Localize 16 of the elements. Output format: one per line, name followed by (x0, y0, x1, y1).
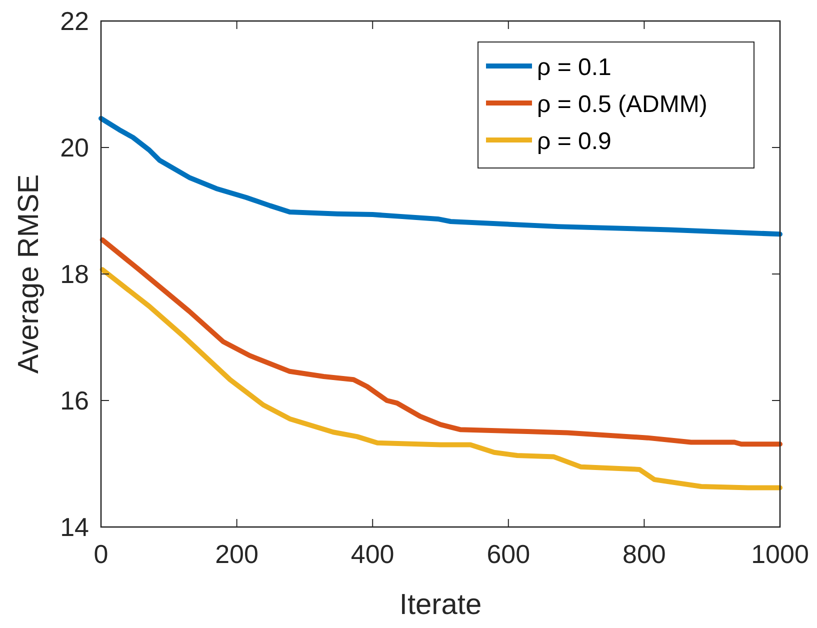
y-tick-label: 22 (60, 6, 89, 36)
legend-label: ρ = 0.5 (ADMM) (537, 91, 708, 118)
x-axis-title: Iterate (399, 589, 482, 621)
legend-label: ρ = 0.1 (537, 54, 612, 81)
x-tick-label: 200 (215, 539, 258, 569)
y-tick-label: 20 (60, 132, 89, 162)
y-tick-label: 14 (60, 512, 89, 542)
x-tick-label: 800 (622, 539, 666, 569)
y-tick-label: 16 (60, 386, 89, 416)
x-tick-label: 1000 (751, 539, 809, 569)
x-tick-label: 400 (350, 539, 394, 569)
legend-label: ρ = 0.9 (537, 128, 612, 155)
y-tick-label: 18 (60, 259, 89, 289)
y-axis-title: Average RMSE (13, 174, 45, 374)
x-tick-label: 0 (94, 539, 108, 569)
x-tick-label: 600 (486, 539, 530, 569)
